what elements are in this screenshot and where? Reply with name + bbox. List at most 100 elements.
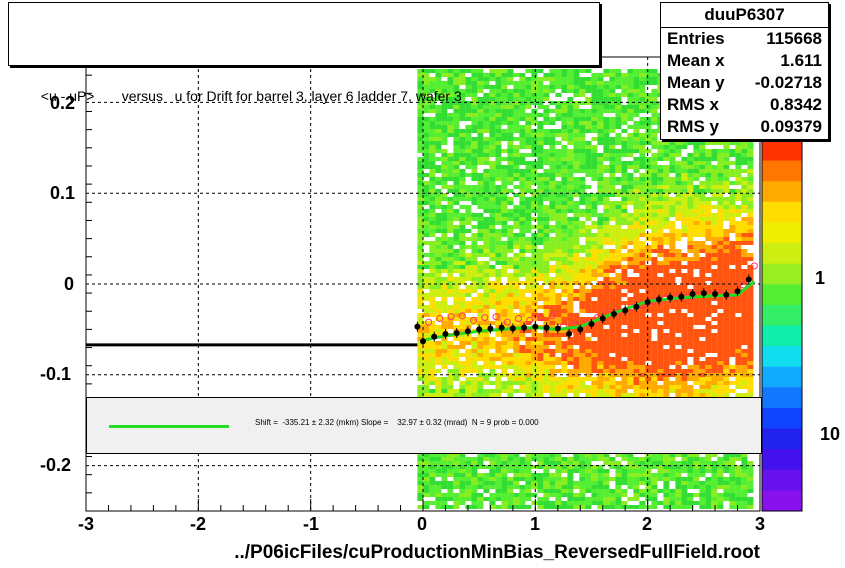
heatmap-cell bbox=[423, 473, 430, 477]
heatmap-cell bbox=[435, 485, 442, 489]
heatmap-cell bbox=[579, 233, 586, 237]
heatmap-cell bbox=[615, 493, 622, 497]
heatmap-cell bbox=[615, 265, 622, 269]
heatmap-cell bbox=[465, 365, 472, 369]
heatmap-cell bbox=[567, 209, 574, 213]
heatmap-cell bbox=[447, 197, 454, 201]
heatmap-cell bbox=[531, 81, 538, 85]
heatmap-cell bbox=[543, 281, 550, 285]
heatmap-cell bbox=[585, 325, 592, 329]
stats-box: duuP6307 Entries 115668 Mean x 1.611 Mea… bbox=[660, 2, 829, 140]
heatmap-cell bbox=[699, 469, 706, 473]
heatmap-cell bbox=[681, 289, 688, 293]
heatmap-cell bbox=[543, 333, 550, 337]
heatmap-cell bbox=[471, 477, 478, 481]
heatmap-cell bbox=[597, 369, 604, 373]
heatmap-cell bbox=[567, 249, 574, 253]
heatmap-cell bbox=[705, 169, 712, 173]
heatmap-cell bbox=[423, 461, 430, 465]
heatmap-cell bbox=[507, 309, 514, 313]
heatmap-cell bbox=[603, 213, 610, 217]
heatmap-cell bbox=[669, 473, 676, 477]
heatmap-cell bbox=[675, 209, 682, 213]
heatmap-cell bbox=[669, 225, 676, 229]
heatmap-cell bbox=[735, 189, 742, 193]
heatmap-cell bbox=[465, 209, 472, 213]
heatmap-cell bbox=[603, 337, 610, 341]
heatmap-cell bbox=[603, 233, 610, 237]
heatmap-cell bbox=[441, 365, 448, 369]
heatmap-cell bbox=[693, 209, 700, 213]
heatmap-cell bbox=[723, 157, 730, 161]
heatmap-cell bbox=[735, 469, 742, 473]
heatmap-cell bbox=[537, 157, 544, 161]
heatmap-cell bbox=[669, 233, 676, 237]
heatmap-cell bbox=[693, 141, 700, 145]
heatmap-cell bbox=[447, 453, 454, 457]
heatmap-cell bbox=[579, 497, 586, 501]
heatmap-cell bbox=[579, 133, 586, 137]
heatmap-cell bbox=[693, 185, 700, 189]
heatmap-cell bbox=[681, 389, 688, 393]
heatmap-cell bbox=[477, 377, 484, 381]
heatmap-cell bbox=[453, 345, 460, 349]
heatmap-cell bbox=[423, 313, 430, 317]
heatmap-cell bbox=[459, 373, 466, 377]
heatmap-cell bbox=[747, 473, 754, 477]
heatmap-cell bbox=[675, 357, 682, 361]
heatmap-cell bbox=[477, 341, 484, 345]
profile-point bbox=[678, 293, 685, 300]
heatmap-cell bbox=[495, 253, 502, 257]
heatmap-cell bbox=[489, 225, 496, 229]
heatmap-cell bbox=[705, 361, 712, 365]
heatmap-cell bbox=[639, 357, 646, 361]
heatmap-cell bbox=[609, 321, 616, 325]
heatmap-cell bbox=[645, 73, 652, 77]
heatmap-cell bbox=[549, 201, 556, 205]
heatmap-cell bbox=[681, 321, 688, 325]
heatmap-cell bbox=[603, 341, 610, 345]
heatmap-cell bbox=[693, 213, 700, 217]
heatmap-cell bbox=[633, 109, 640, 113]
heatmap-cell bbox=[693, 285, 700, 289]
heatmap-cell bbox=[543, 237, 550, 241]
heatmap-cell bbox=[519, 133, 526, 137]
heatmap-cell bbox=[513, 257, 520, 261]
heatmap-cell bbox=[519, 125, 526, 129]
heatmap-cell bbox=[651, 165, 658, 169]
heatmap-cell bbox=[621, 121, 628, 125]
heatmap-cell bbox=[561, 85, 568, 89]
heatmap-cell bbox=[531, 253, 538, 257]
heatmap-cell bbox=[435, 289, 442, 293]
heatmap-cell bbox=[441, 277, 448, 281]
heatmap-cell bbox=[717, 477, 724, 481]
heatmap-cell bbox=[501, 337, 508, 341]
heatmap-cell bbox=[561, 369, 568, 373]
heatmap-cell bbox=[489, 341, 496, 345]
heatmap-cell bbox=[573, 465, 580, 469]
heatmap-cell bbox=[645, 213, 652, 217]
heatmap-cell bbox=[531, 97, 538, 101]
heatmap-cell bbox=[597, 289, 604, 293]
heatmap-cell bbox=[567, 273, 574, 277]
heatmap-cell bbox=[645, 329, 652, 333]
heatmap-cell bbox=[447, 497, 454, 501]
heatmap-cell bbox=[603, 89, 610, 93]
heatmap-cell bbox=[549, 505, 556, 509]
heatmap-cell bbox=[495, 465, 502, 469]
heatmap-cell bbox=[435, 141, 442, 145]
heatmap-cell bbox=[681, 393, 688, 397]
heatmap-cell bbox=[687, 477, 694, 481]
heatmap-cell bbox=[735, 209, 742, 213]
heatmap-cell bbox=[543, 265, 550, 269]
heatmap-cell bbox=[447, 369, 454, 373]
heatmap-cell bbox=[537, 201, 544, 205]
heatmap-cell bbox=[741, 277, 748, 281]
heatmap-cell bbox=[495, 209, 502, 213]
heatmap-cell bbox=[609, 181, 616, 185]
heatmap-cell bbox=[645, 473, 652, 477]
heatmap-cell bbox=[735, 485, 742, 489]
heatmap-cell bbox=[573, 117, 580, 121]
heatmap-cell bbox=[669, 461, 676, 465]
profile-point bbox=[431, 333, 438, 340]
